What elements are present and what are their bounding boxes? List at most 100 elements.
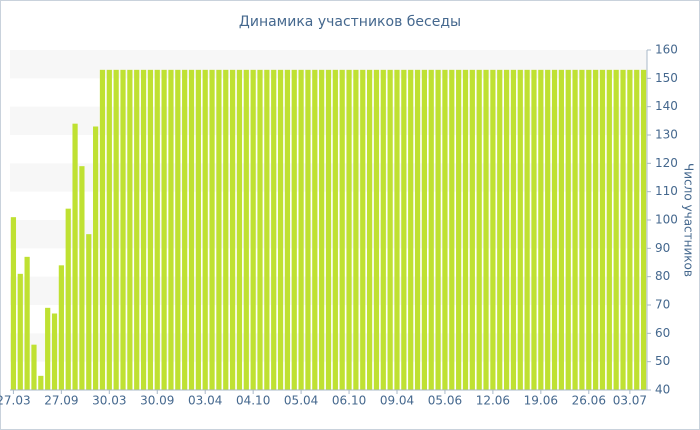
bar [243, 69, 249, 390]
bar [175, 69, 181, 390]
bar [360, 69, 366, 390]
bar [565, 69, 571, 390]
y-tick-label: 140 [655, 99, 678, 113]
bar [408, 69, 414, 390]
bar [332, 69, 338, 390]
bar [551, 69, 558, 390]
y-axis-label: Число участников [682, 163, 696, 277]
bar [38, 375, 44, 390]
bar [366, 69, 373, 390]
bar [476, 69, 482, 390]
bar [140, 69, 147, 390]
bar [277, 69, 284, 390]
bar [401, 69, 407, 390]
bar [223, 69, 229, 390]
bar [10, 217, 17, 390]
bar [414, 69, 421, 390]
y-tick-label: 40 [655, 383, 670, 397]
bar [216, 69, 222, 390]
x-tick-label: 27.09 [44, 394, 78, 408]
bar [435, 69, 441, 390]
bar [538, 69, 544, 390]
bar [531, 69, 537, 390]
bar [593, 69, 599, 390]
bar [17, 273, 23, 390]
bar [442, 69, 448, 390]
y-tick-label: 70 [655, 298, 670, 312]
bar [490, 69, 496, 390]
bar [305, 69, 311, 390]
bar [86, 234, 92, 390]
bar [284, 69, 291, 390]
bar [106, 69, 112, 390]
bar [79, 166, 85, 390]
x-tick-label: 06.10 [332, 394, 366, 408]
bar [462, 69, 469, 390]
bar [346, 69, 352, 390]
bar [510, 69, 517, 390]
bar [524, 69, 530, 390]
bar [387, 69, 393, 390]
x-tick-label: 30.03 [92, 394, 126, 408]
bar [353, 69, 359, 390]
bar [421, 69, 427, 390]
bar [250, 69, 256, 390]
bar [271, 69, 277, 390]
y-tick-label: 160 [655, 43, 678, 57]
bar [257, 69, 263, 390]
bar [586, 69, 592, 390]
bar [579, 69, 585, 390]
bar [113, 69, 119, 390]
x-tick-label: 19.06 [524, 394, 558, 408]
y-tick-label: 120 [655, 156, 678, 170]
bar [65, 208, 71, 390]
bar [449, 69, 455, 390]
bar [606, 69, 612, 390]
x-tick-label: 30.09 [140, 394, 174, 408]
bar [154, 69, 160, 390]
chart-title: Динамика участников беседы [239, 14, 461, 30]
bar [483, 69, 489, 390]
bar [558, 69, 564, 390]
bar [188, 69, 195, 390]
x-tick-label: 03.04 [188, 394, 222, 408]
bar [319, 69, 325, 390]
bar [634, 69, 640, 390]
bar [72, 123, 78, 391]
bar [161, 69, 167, 390]
bar [428, 69, 434, 390]
bar [168, 69, 174, 390]
bar [58, 265, 64, 390]
bar [325, 69, 332, 390]
bar [195, 69, 201, 390]
bar [620, 69, 626, 390]
bar [394, 69, 400, 390]
bar [45, 307, 51, 390]
bar [202, 69, 208, 390]
bar [147, 69, 154, 390]
bar [503, 69, 510, 390]
bar [209, 69, 215, 390]
bar [545, 69, 551, 390]
x-tick-label: 05.06 [428, 394, 462, 408]
bar [456, 69, 462, 390]
bar [31, 344, 37, 390]
x-tick-label: 26.06 [572, 394, 606, 408]
bar [572, 69, 578, 390]
bar [230, 69, 236, 390]
bar [640, 69, 647, 390]
y-tick-label: 50 [655, 354, 670, 368]
y-tick-label: 150 [655, 71, 678, 85]
bar [127, 69, 133, 390]
bar [264, 69, 270, 390]
bar [613, 69, 619, 390]
bar [182, 69, 188, 390]
bar [93, 126, 99, 390]
x-tick-label: 04.10 [236, 394, 270, 408]
bar [236, 69, 243, 390]
bar [380, 69, 386, 390]
bar [497, 69, 503, 390]
y-tick-label: 130 [655, 128, 678, 142]
bar [517, 69, 523, 390]
